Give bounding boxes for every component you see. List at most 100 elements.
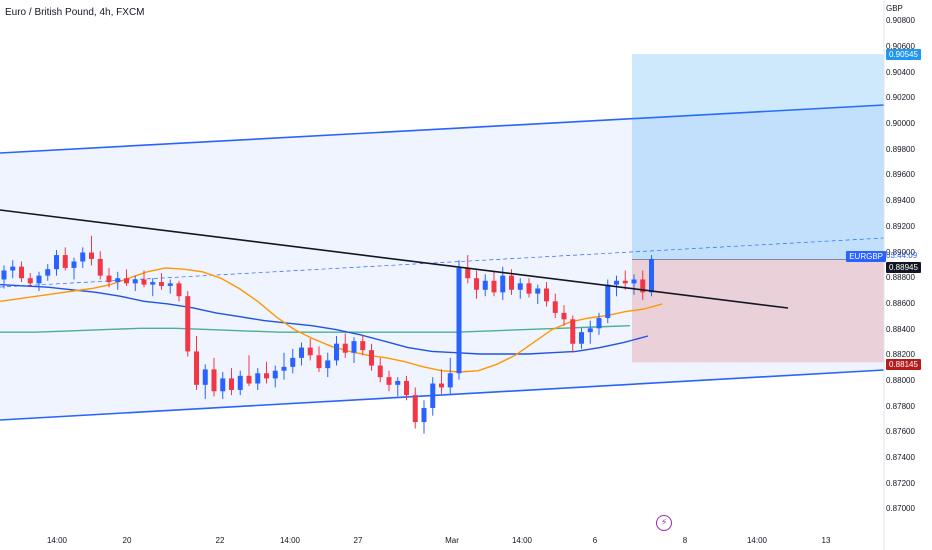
ma-green-line	[0, 325, 631, 333]
trend-line	[0, 209, 789, 309]
candle-body	[89, 252, 94, 259]
stop-price-badge: 0.88145	[886, 359, 921, 370]
candle-body	[264, 373, 269, 379]
price-tick-label: 0.87400	[886, 453, 915, 463]
time-tick-label: 13	[821, 536, 831, 545]
candle-body	[544, 288, 549, 302]
candle-body	[45, 269, 51, 276]
candle-body	[316, 355, 322, 369]
candle-body	[54, 255, 59, 270]
candle-body	[579, 332, 584, 344]
price-tick-label: 0.90600	[886, 41, 915, 51]
candle-body	[176, 283, 182, 297]
candle-body	[150, 282, 156, 285]
price-tick-label: 0.87200	[886, 478, 915, 488]
price-tick-label: 0.89800	[886, 144, 915, 154]
candle-body	[80, 252, 86, 262]
candle-body	[535, 288, 541, 294]
candle-body	[369, 350, 374, 366]
time-tick-label: 20	[122, 536, 132, 545]
time-tick-label: Mar	[445, 536, 459, 545]
candle-body	[395, 380, 401, 385]
time-tick-label: 14:00	[46, 536, 68, 545]
price-tick-label: 0.88600	[886, 298, 915, 308]
candle-body	[622, 280, 628, 284]
candle-body	[526, 283, 532, 294]
candle-body	[211, 369, 217, 392]
candle-body	[159, 282, 164, 286]
candle-body	[491, 280, 497, 293]
time-tick-label: 14:00	[511, 536, 533, 545]
candle-body	[106, 275, 112, 283]
profit-zone	[632, 54, 884, 260]
ma-blue-line	[0, 283, 649, 355]
price-tick-label: 0.87600	[886, 427, 915, 437]
candle-body	[194, 351, 199, 385]
candle-body	[325, 360, 331, 369]
candle-body	[465, 267, 471, 279]
candle-body	[167, 283, 173, 286]
time-tick-label: 22	[215, 536, 225, 545]
last-price-badge: 0.88945	[886, 262, 921, 273]
price-tick-label: 0.88800	[886, 273, 915, 283]
black-trendline	[0, 209, 789, 309]
candle-body	[36, 275, 42, 284]
price-tick-label: 0.88200	[886, 350, 915, 360]
candle-body	[500, 275, 506, 293]
price-tick-label: 0.90000	[886, 119, 915, 129]
candle-body	[561, 312, 567, 320]
price-tick-label: 0.87000	[886, 504, 915, 514]
candle-body	[62, 255, 68, 268]
time-tick-label: 27	[353, 536, 363, 545]
moving-averages	[0, 267, 663, 373]
candle-body	[474, 278, 479, 290]
candle-body	[456, 267, 462, 374]
candle-body	[552, 301, 558, 313]
candle-body	[342, 343, 348, 353]
candle-body	[482, 280, 488, 290]
candle-body	[377, 365, 383, 378]
candle-body	[299, 347, 304, 358]
candle-body	[439, 383, 444, 388]
countdown-timer: 03:44:09	[886, 251, 918, 260]
candle-body	[255, 373, 261, 384]
candle-body	[570, 319, 576, 344]
chart-title: Euro / British Pound, 4h, FXCM	[5, 7, 145, 18]
candlesticks	[1, 235, 654, 434]
price-tick-label: 0.88400	[886, 324, 915, 334]
candle-body	[631, 279, 637, 284]
candle-body	[605, 284, 611, 319]
candle-body	[447, 373, 453, 388]
candle-body	[614, 280, 619, 285]
candle-body	[115, 278, 121, 283]
price-tick-label: 0.87800	[886, 401, 915, 411]
candle-body	[360, 341, 366, 351]
candle-body	[237, 375, 243, 390]
candle-body	[307, 347, 313, 356]
candle-body	[649, 258, 654, 293]
candle-body	[19, 266, 24, 279]
long-position-tool[interactable]	[632, 54, 884, 363]
channel-upper-line	[0, 104, 885, 154]
time-tick-label: 14:00	[279, 536, 301, 545]
time-tick-label: 8	[682, 536, 688, 545]
price-tick-label: 0.88000	[886, 375, 915, 385]
candle-body	[640, 279, 646, 293]
candle-body	[281, 366, 287, 371]
candle-body	[290, 357, 296, 367]
price-tick-label: 0.89000	[886, 247, 915, 257]
lightning-icon[interactable]: ⚡	[656, 515, 672, 531]
candle-body	[386, 377, 392, 385]
price-tick-label: 0.90400	[886, 67, 915, 77]
candle-body	[185, 296, 191, 352]
candle-body	[124, 278, 129, 284]
candle-body	[351, 341, 357, 353]
channel-median-line	[0, 237, 885, 288]
candle-body	[10, 266, 16, 271]
parallel-channel	[0, 104, 885, 421]
candle-body	[132, 279, 138, 284]
candle-body	[97, 258, 103, 276]
candle-body	[27, 278, 33, 284]
candle-body	[517, 283, 523, 290]
